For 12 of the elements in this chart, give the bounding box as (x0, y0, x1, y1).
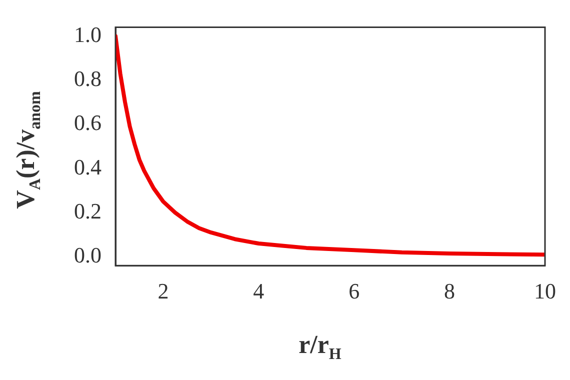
x-tick-label: 6 (348, 278, 360, 304)
x-axis-title: r/r$_{H}$ (298, 330, 342, 364)
x-tick-label: 8 (444, 278, 456, 304)
y-tick-label: 0.2 (74, 198, 102, 224)
y-tick-label: 0.6 (74, 110, 102, 136)
x-tick-label: 2 (158, 278, 169, 304)
x-tick-label: 10 (534, 278, 556, 304)
x-tick-label: 4 (253, 278, 264, 304)
y-tick-label: 0.0 (74, 242, 102, 268)
y-tick-label: 0.4 (74, 154, 102, 180)
y-tick-label: 0.8 (74, 66, 102, 91)
y-tick-label: 1.0 (74, 22, 102, 47)
